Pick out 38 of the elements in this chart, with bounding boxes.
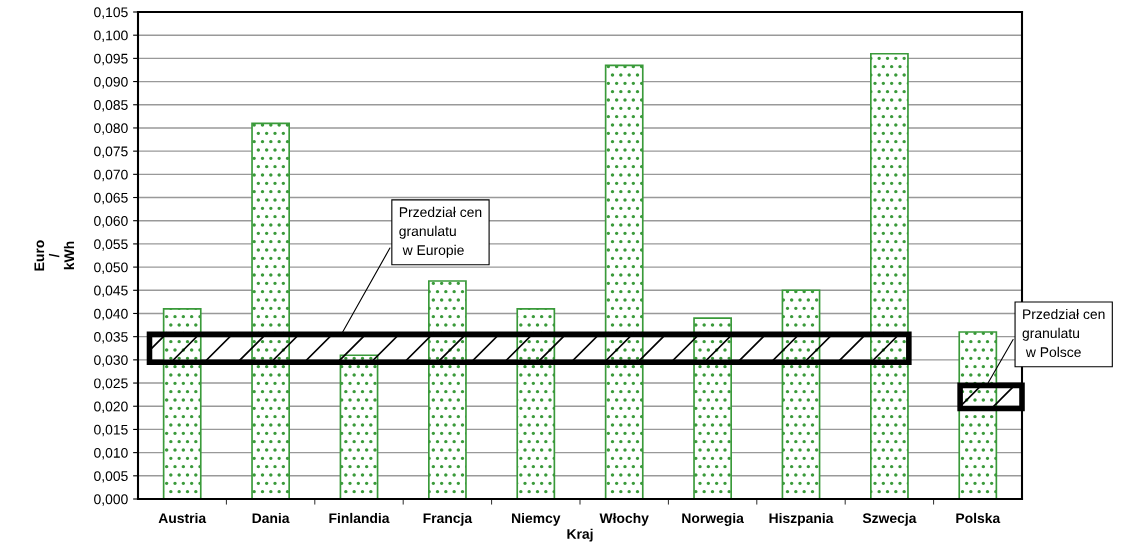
y-tick-label: 0,050 <box>94 262 128 274</box>
y-tick-label: 0,060 <box>94 216 128 228</box>
y-tick-label: 0,100 <box>94 30 128 42</box>
y-tick-label: 0,045 <box>94 285 128 298</box>
y-tick-label: 0,005 <box>94 471 128 483</box>
y-tick-label: 0,015 <box>94 424 128 437</box>
x-tick-label: Austria <box>158 512 207 524</box>
y-tick-label: 0,000 <box>94 494 128 506</box>
x-tick-label: Polska <box>956 512 1001 524</box>
x-tick-label: Hiszpania <box>769 512 834 526</box>
x-tick-label: Szwecja <box>862 512 917 526</box>
x-tick-label: Francja <box>423 512 473 526</box>
y-tick-label: 0,065 <box>94 192 128 205</box>
y-tick-label: 0,105 <box>94 7 128 19</box>
y-tick-label: 0,085 <box>94 100 128 112</box>
x-tick-label: Norwegia <box>682 512 744 526</box>
y-axis-title: Euro / kWh <box>34 240 74 271</box>
y-tick-label: 0,095 <box>94 53 128 66</box>
y-tick-label: 0,010 <box>94 447 128 460</box>
y-tick-label: 0,090 <box>94 76 128 89</box>
y-tick-label: 0,055 <box>94 239 128 251</box>
x-axis-title: Kraj <box>567 528 593 542</box>
band-label: Przedział cen granulatu w Polsce <box>1022 308 1105 358</box>
bar <box>870 52 909 499</box>
y-tick-label: 0,040 <box>94 308 128 321</box>
y-tick-label: 0,030 <box>94 355 128 367</box>
x-tick-label: Finlandia <box>329 512 390 524</box>
y-tick-label: 0,080 <box>94 123 128 135</box>
x-tick-label: Niemcy <box>512 512 561 526</box>
bar <box>604 64 644 499</box>
y-tick-label: 0,020 <box>94 401 128 414</box>
y-tick-label: 0,035 <box>94 332 128 344</box>
band-label: Przedział cen granulatu w Europie <box>399 206 482 258</box>
y-tick-label: 0,025 <box>94 378 128 390</box>
x-tick-label: Włochy <box>599 512 649 526</box>
y-tick-label: 0,070 <box>94 169 128 182</box>
x-tick-label: Dania <box>252 512 290 524</box>
y-tick-label: 0,075 <box>94 146 128 158</box>
